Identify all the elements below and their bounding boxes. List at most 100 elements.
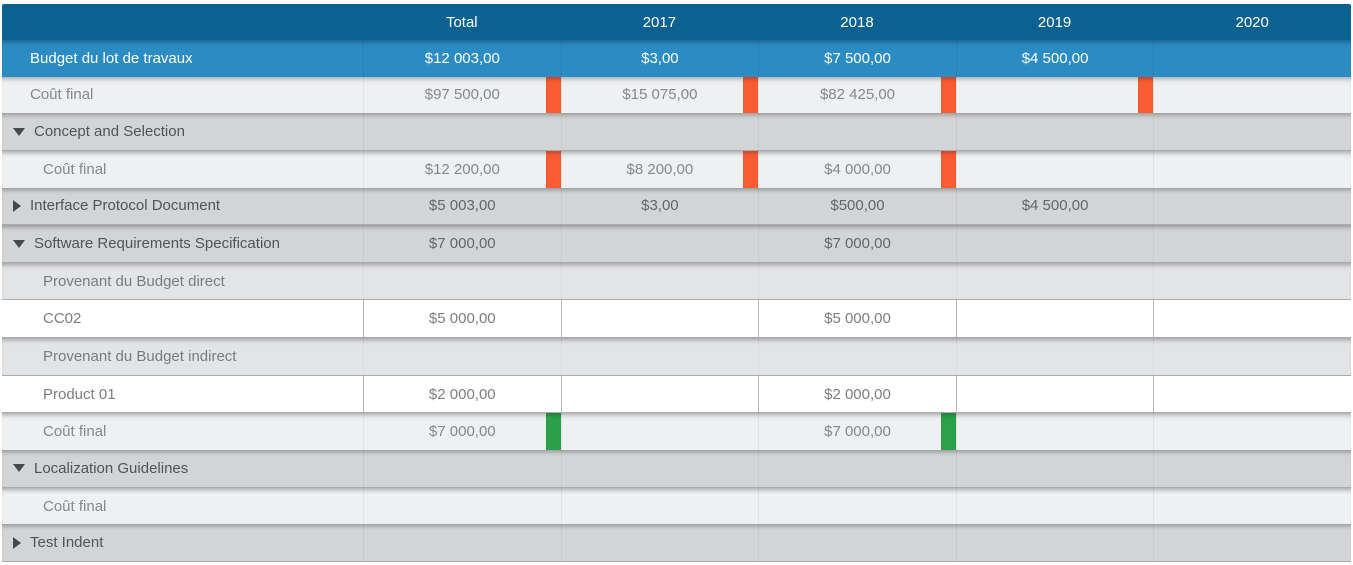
value-cell-2019: $4 500,00 — [955, 40, 1154, 77]
group-row-concept-and-selection[interactable]: Concept and Selection — [2, 113, 1351, 151]
value-cell-2020 — [1153, 262, 1351, 300]
cell-value: $2 000,00 — [428, 385, 496, 403]
subheader-row-provenant-du-budget-indirect: Provenant du Budget indirect — [2, 338, 1351, 375]
cost-row-co-t-final: Coût final — [2, 487, 1351, 525]
value-cell-2019[interactable] — [955, 300, 1154, 338]
cell-value: $4 500,00 — [1021, 49, 1089, 67]
value-cell-2020 — [1153, 450, 1351, 487]
group-row-localization-guidelines[interactable]: Localization Guidelines — [2, 450, 1351, 488]
value-cell-total: $7 000,00 — [363, 413, 561, 451]
value-cell-2019 — [955, 487, 1154, 525]
value-cell-2020 — [1153, 150, 1351, 188]
cell-value: $4 500,00 — [1021, 197, 1089, 215]
value-cell-2017 — [560, 524, 759, 561]
value-cell-total: $97 500,00 — [363, 76, 561, 114]
column-header-2019: 2019 — [1037, 13, 1072, 31]
value-cell-2019: $4 500,00 — [955, 187, 1154, 225]
value-cell-2019[interactable] — [955, 375, 1154, 413]
value-cell-2020 — [1153, 524, 1351, 561]
value-cell-2017: $15 075,00 — [560, 76, 759, 114]
column-header-empty — [2, 4, 363, 40]
cell-value: $5 000,00 — [428, 310, 496, 328]
editable-row-product-01: Product 01 $2 000,00 $2 000,00 — [2, 374, 1351, 414]
row-label-cell: Product 01 — [2, 376, 363, 413]
value-cell-2020[interactable] — [1153, 375, 1351, 413]
row-label-cell[interactable]: Localization Guidelines — [2, 450, 363, 487]
row-label-cell: Coût final — [2, 77, 363, 114]
header-row: Total 2017 2018 2019 2020 — [2, 4, 1351, 40]
value-cell-2020 — [1153, 187, 1351, 225]
over-budget-orange-marker — [545, 150, 561, 188]
cell-value: $12 200,00 — [424, 160, 500, 178]
row-label-cell[interactable]: Software Requirements Specification — [2, 225, 363, 262]
group-row-interface-protocol-document[interactable]: Interface Protocol Document $5 003,00 $3,0… — [2, 187, 1351, 226]
value-cell-2017 — [560, 487, 759, 525]
row-label-cell: CC02 — [2, 300, 363, 337]
row-label-cell: Provenant du Budget direct — [2, 263, 363, 300]
cost-row-co-t-final: Coût final $12 200,00 $8 200,00 $4 000,00 — [2, 150, 1351, 188]
caret-right-icon[interactable] — [13, 199, 21, 212]
caret-down-icon[interactable] — [13, 464, 25, 473]
caret-down-icon[interactable] — [13, 239, 25, 248]
row-label-cell[interactable]: Concept and Selection — [2, 113, 363, 150]
row-label-cell: Coût final — [2, 488, 363, 525]
cell-value: $5 003,00 — [428, 197, 496, 215]
column-header-total: Total — [445, 13, 478, 31]
value-cell-2018: $7 000,00 — [758, 413, 956, 451]
cell-value: $7 000,00 — [428, 423, 496, 441]
caret-down-icon[interactable] — [13, 127, 25, 136]
value-cell-2017 — [560, 113, 759, 150]
value-cell-total: $5 003,00 — [363, 187, 561, 225]
cell-value: $7 000,00 — [428, 235, 496, 253]
cell-value: $7 000,00 — [824, 423, 891, 441]
row-label: Coût final — [43, 423, 107, 441]
group-row-software-requirements-specification[interactable]: Software Requirements Specification $7 00… — [2, 225, 1351, 263]
over-budget-orange-marker — [743, 76, 759, 114]
cell-value: $2 000,00 — [824, 385, 891, 403]
value-cell-2018 — [758, 113, 956, 150]
cell-value: $5 000,00 — [824, 310, 891, 328]
value-cell-2017 — [560, 338, 759, 375]
value-cell-2017[interactable] — [560, 300, 759, 338]
value-cell-2018[interactable]: $5 000,00 — [758, 300, 956, 338]
value-cell-2020 — [1153, 338, 1351, 375]
value-cell-2017: $3,00 — [560, 40, 759, 77]
row-label-cell: Coût final — [2, 413, 363, 450]
value-cell-2018 — [758, 262, 956, 300]
cell-value: $500,00 — [830, 197, 885, 215]
row-label-cell[interactable]: Test Indent — [2, 524, 363, 561]
over-budget-orange-marker — [743, 150, 759, 188]
value-cell-2018: $7 500,00 — [758, 40, 956, 77]
value-cell-2018: $82 425,00 — [758, 76, 956, 114]
value-cell-2017[interactable] — [560, 375, 759, 413]
value-cell-total — [363, 450, 561, 487]
value-cell-2018[interactable]: $2 000,00 — [758, 375, 956, 413]
cell-value: $7 000,00 — [824, 235, 891, 253]
value-cell-2018: $4 000,00 — [758, 150, 956, 188]
value-cell-2017 — [560, 225, 759, 262]
group-row-test-indent[interactable]: Test Indent — [2, 524, 1351, 562]
column-header-2017: 2017 — [642, 13, 677, 31]
row-label-cell[interactable]: Interface Protocol Document — [2, 188, 363, 225]
value-cell-2017: $3,00 — [560, 187, 759, 225]
cell-value: $7 500,00 — [824, 49, 891, 67]
over-budget-orange-marker — [940, 76, 956, 114]
row-label: Concept and Selection — [34, 123, 185, 141]
value-cell-2020[interactable] — [1153, 300, 1351, 338]
subheader-row-provenant-du-budget-direct: Provenant du Budget direct — [2, 262, 1351, 300]
column-header-2020: 2020 — [1235, 13, 1269, 31]
value-cell-2020 — [1153, 413, 1351, 451]
value-cell-total — [363, 524, 561, 561]
value-cell-total[interactable]: $2 000,00 — [363, 375, 561, 413]
row-label-cell: Provenant du Budget indirect — [2, 338, 363, 375]
value-cell-2019 — [955, 76, 1154, 114]
cost-row-co-t-final: Coût final $7 000,00 $7 000,00 — [2, 413, 1351, 451]
cell-value: $97 500,00 — [424, 86, 500, 104]
caret-right-icon[interactable] — [13, 536, 21, 549]
value-cell-total[interactable]: $5 000,00 — [363, 300, 561, 338]
cell-value: $4 000,00 — [824, 160, 891, 178]
over-budget-orange-marker — [940, 150, 956, 188]
value-cell-2019 — [955, 150, 1154, 188]
value-cell-total: $12 200,00 — [363, 150, 561, 188]
